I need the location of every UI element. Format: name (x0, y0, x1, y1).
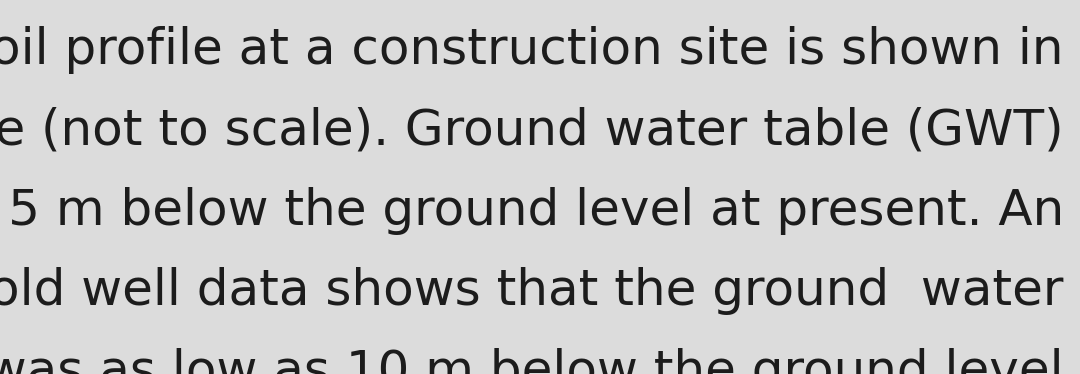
Text: table was as low as 10 m below the ground level: table was as low as 10 m below the groun… (0, 348, 1064, 374)
Text: the figure (not to scale). Ground water table (GWT): the figure (not to scale). Ground water … (0, 107, 1064, 154)
Text: is at 5 m below the ground level at present. An: is at 5 m below the ground level at pres… (0, 187, 1064, 235)
Text: The soil profile at a construction site is shown in: The soil profile at a construction site … (0, 26, 1064, 74)
Text: old well data shows that the ground  water: old well data shows that the ground wate… (0, 267, 1064, 315)
